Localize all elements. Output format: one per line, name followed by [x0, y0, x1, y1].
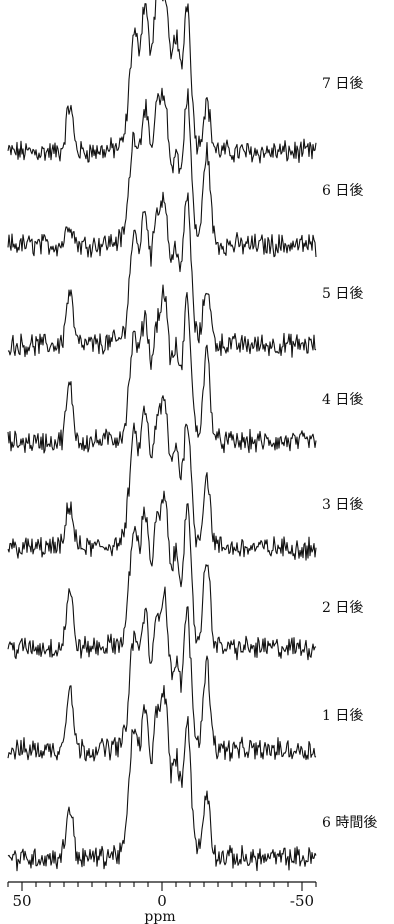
x-tick-label: 0: [157, 892, 167, 910]
series-label-8: 6 時間後: [322, 815, 377, 831]
x-axis-title: ppm: [144, 909, 175, 924]
series-label-7: 1 日後: [322, 708, 363, 724]
x-tick-label: 50: [12, 892, 31, 910]
series-label-6: 2 日後: [322, 600, 363, 616]
series-label-3: 5 日後: [322, 286, 363, 302]
spectrum-trace-8: [7, 684, 317, 872]
spectrum-trace-6: [7, 490, 317, 661]
spectrum-trace-3: [7, 191, 317, 358]
series-label-2: 6 日後: [322, 183, 363, 199]
series-label-1: 7 日後: [322, 76, 363, 92]
spectrum-trace-5: [7, 395, 317, 561]
x-tick-label: -50: [290, 892, 314, 910]
spectrum-trace-2: [7, 87, 317, 258]
spectrum-trace-4: [7, 284, 317, 454]
spectrum-trace-1: [7, 0, 317, 164]
series-label-5: 3 日後: [322, 497, 363, 513]
spectrum-trace-7: [7, 586, 317, 762]
series-label-4: 4 日後: [322, 392, 363, 408]
